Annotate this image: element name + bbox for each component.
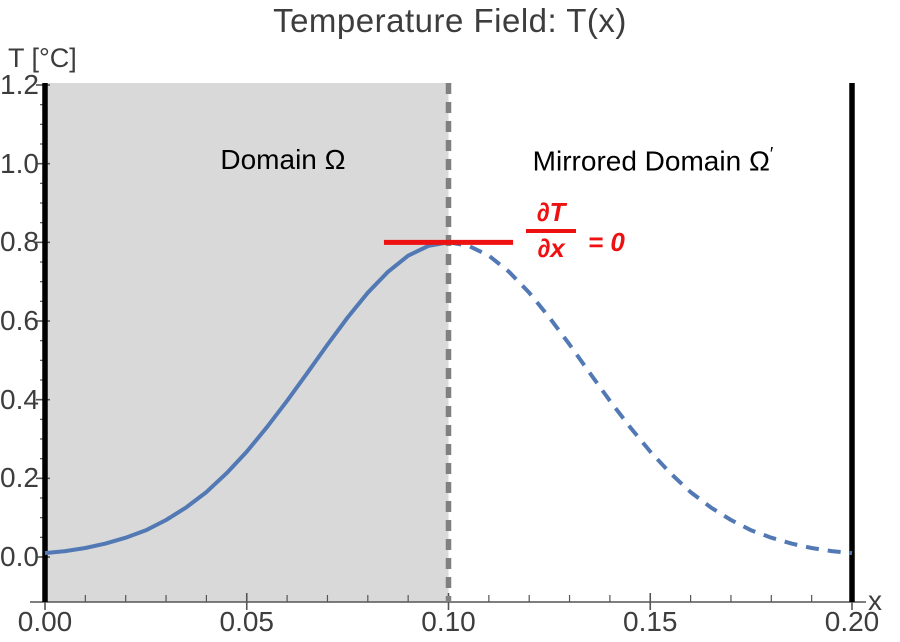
neumann-bc-equals-zero: = 0 — [588, 227, 625, 257]
fraction-denominator: ∂x — [537, 233, 565, 264]
x-tick-label: 0.05 — [219, 606, 275, 637]
x-tick-label: 0.00 — [17, 606, 73, 637]
x-axis-label: x — [868, 585, 882, 616]
fraction-bar — [526, 229, 576, 234]
chart-title: Temperature Field: T(x) — [273, 2, 627, 39]
y-tick-label: 0.2 — [0, 462, 39, 494]
x-tick-label: 0.20 — [824, 606, 880, 637]
mirrored-domain-text: Mirrored Domain Ω — [532, 145, 770, 177]
y-tick-label: 0.6 — [0, 305, 39, 336]
domain-omega-label: Domain Ω — [220, 144, 346, 175]
y-tick-label: 1.2 — [0, 69, 39, 100]
y-axis-label: T [°C] — [8, 43, 77, 73]
y-tick-label: 0.0 — [0, 541, 39, 572]
shaded-domain-layer — [45, 83, 449, 602]
mirrored-domain-label: Mirrored Domain Ω′ — [500, 144, 806, 177]
neumann-bc-fraction: ∂T ∂x — [523, 197, 579, 264]
y-tick-label: 1.0 — [0, 147, 39, 179]
prime-mark: ′ — [769, 144, 774, 164]
temperature-curve — [44, 240, 449, 556]
mirrored-temperature-curve — [448, 240, 853, 556]
temperature-curves-layer — [44, 240, 853, 556]
x-tick-label: 0.10 — [421, 606, 476, 637]
y-tick-label: 0.8 — [0, 226, 39, 258]
fraction-numerator: ∂T — [536, 197, 566, 227]
y-tick-label: 0.4 — [0, 383, 39, 415]
x-tick-label: 0.15 — [623, 606, 678, 637]
boundary-lines-layer — [42, 83, 855, 602]
domain-region-rect — [45, 83, 449, 602]
